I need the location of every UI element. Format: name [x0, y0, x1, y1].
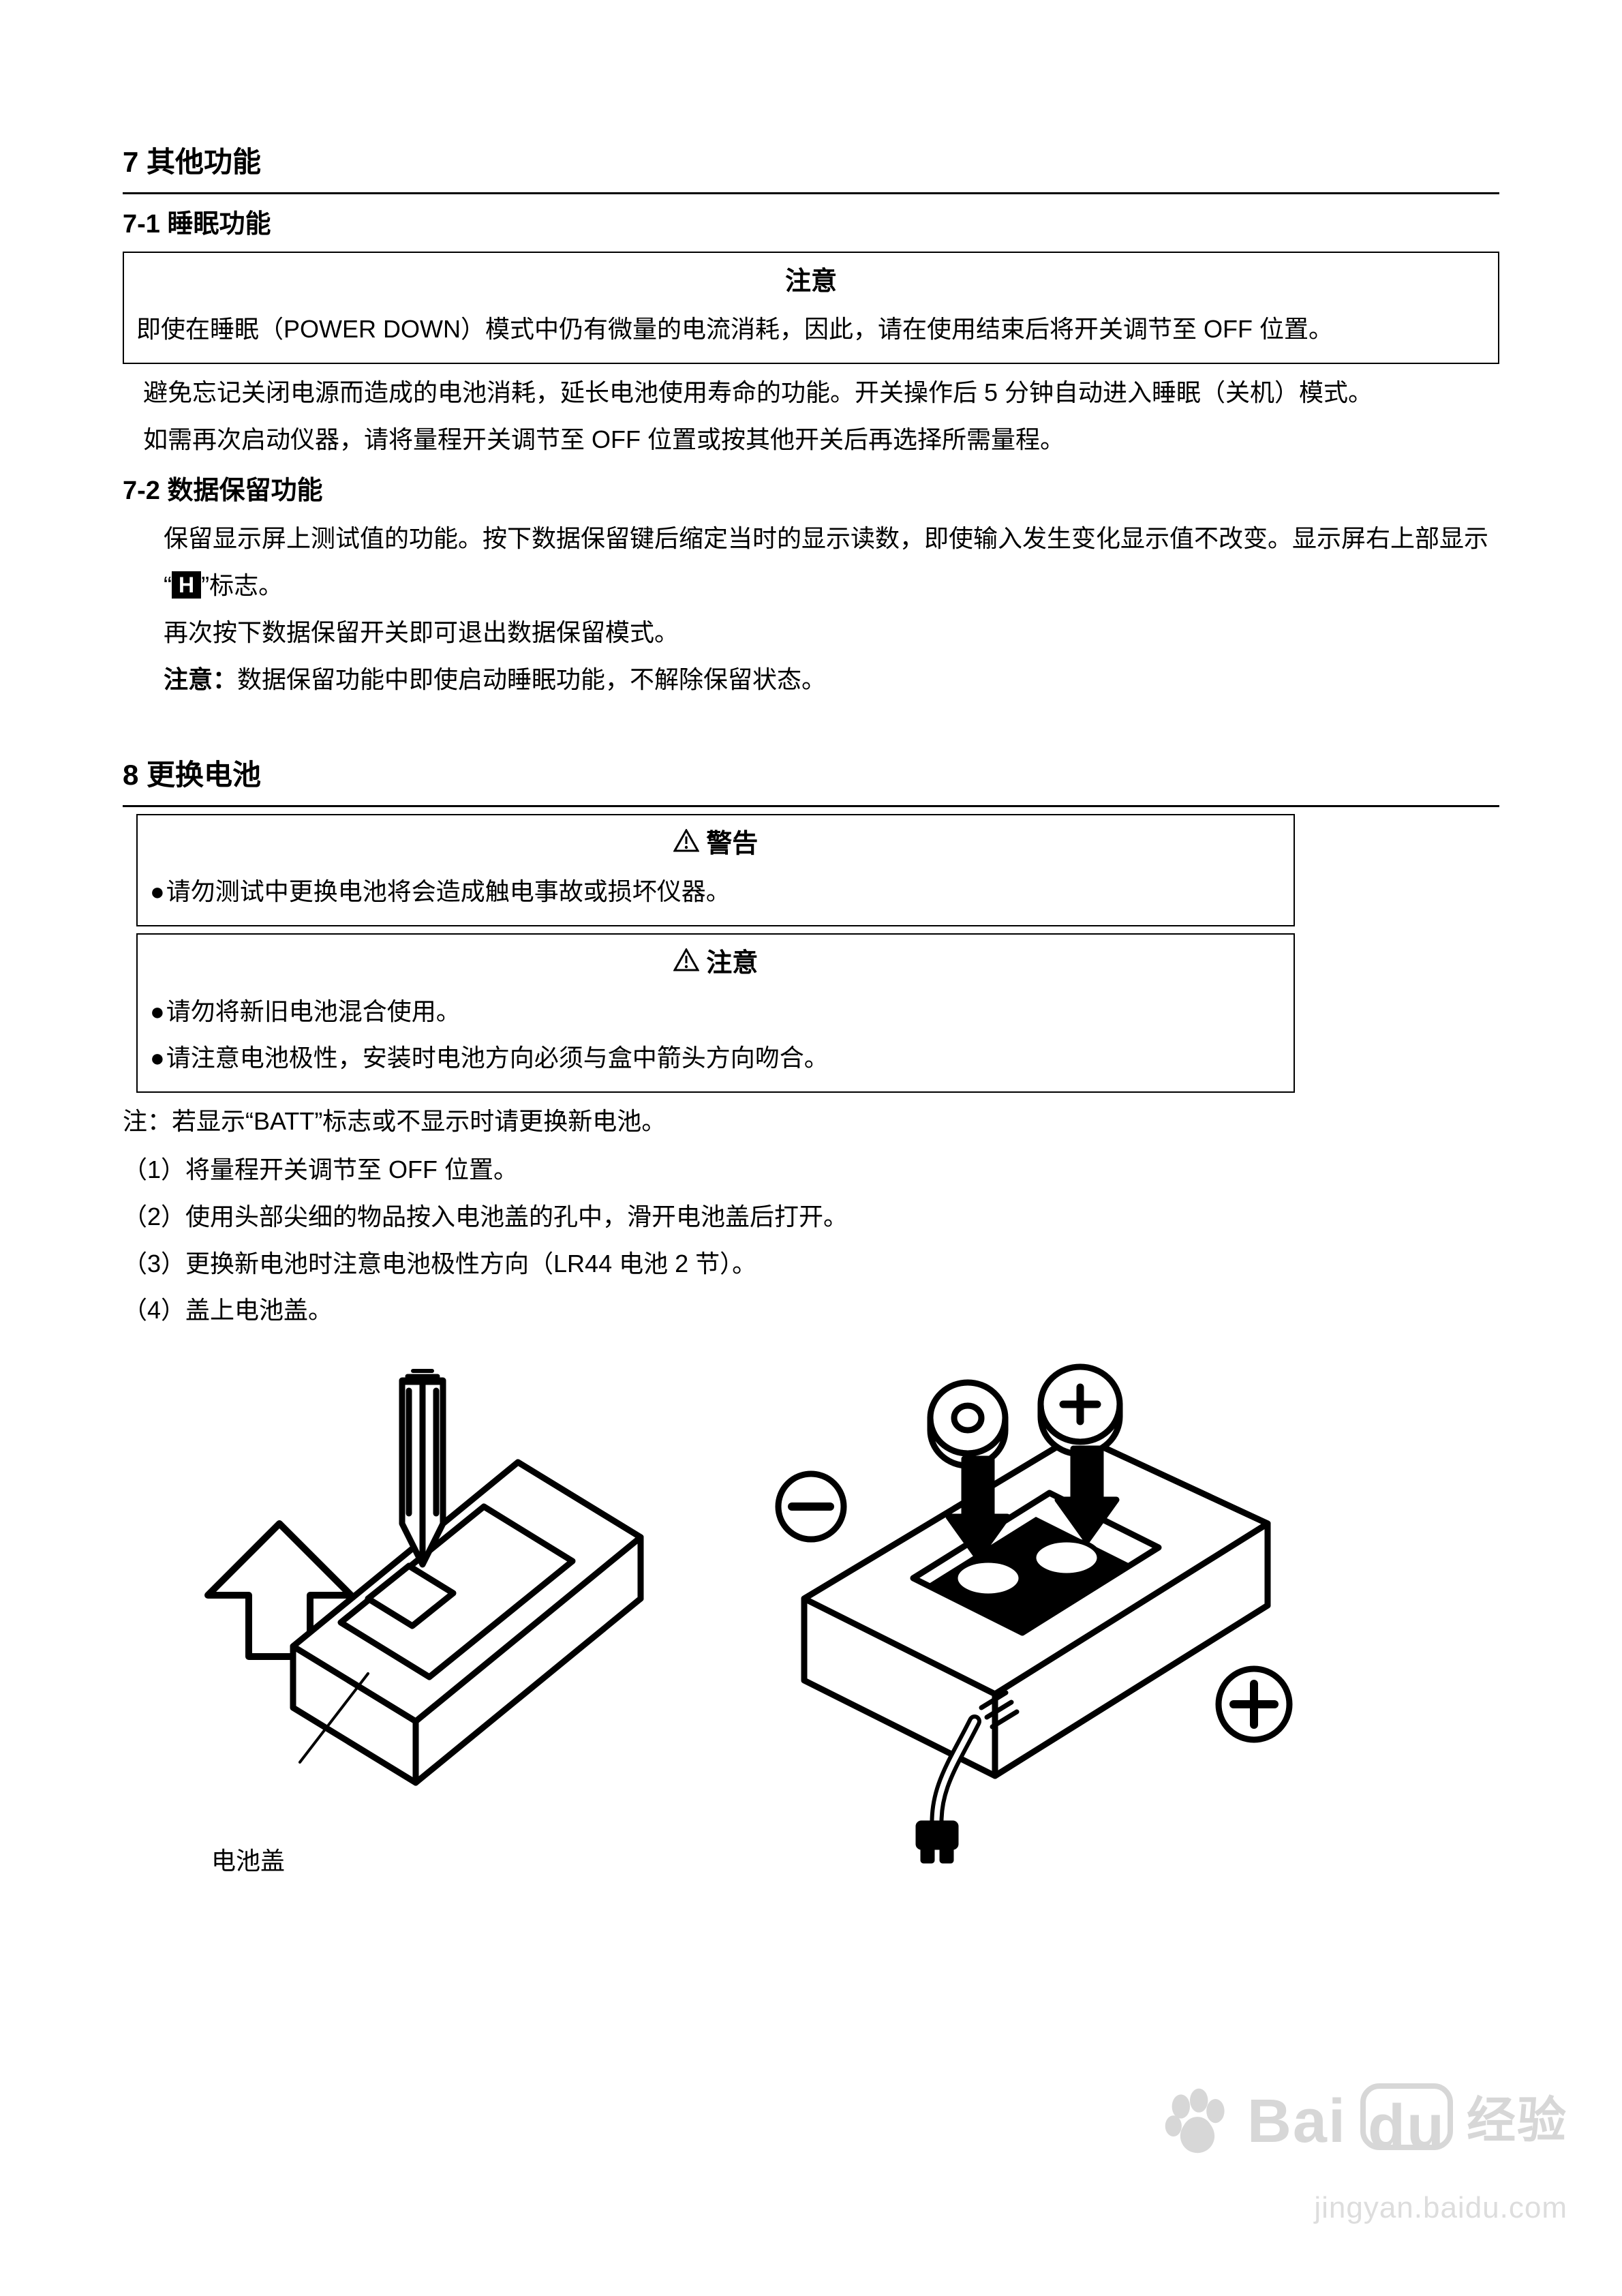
warning-title-row: 警告: [150, 821, 1281, 867]
note-label: 注意：: [164, 665, 237, 693]
quote-close: ”标志。: [201, 571, 283, 599]
step-4: （4）盖上电池盖。: [123, 1288, 1499, 1333]
warning-box: 警告 请勿测试中更换电池将会造成触电事故或损坏仪器。: [136, 814, 1295, 926]
para-7-1-b: 如需再次启动仪器，请将量程开关调节至 OFF 位置或按其他开关后再选择所需量程。: [123, 418, 1499, 462]
illustration-battery-cover: 电池盖: [164, 1353, 654, 1886]
watermark-url: jingyan.baidu.com: [1160, 2181, 1567, 2235]
illustration-caption: 电池盖: [164, 1839, 654, 1884]
notice8-bullet-1: 请勿将新旧电池混合使用。: [150, 990, 1281, 1034]
step-1: （1）将量程开关调节至 OFF 位置。: [123, 1148, 1499, 1192]
notice-title: 注意: [136, 258, 1486, 305]
warning-triangle-icon: [673, 830, 707, 858]
section-7-1-title: 7-1 睡眠功能: [123, 201, 1499, 247]
notice8-title-row: 注意: [150, 940, 1281, 986]
para-7-2-a: 保留显示屏上测试值的功能。按下数据保留键后缩定当时的显示读数，即使输入发生变化显…: [123, 517, 1499, 561]
watermark: Bai du 经验 jingyan.baidu.com: [1160, 2066, 1567, 2235]
quote-open: “: [164, 571, 172, 599]
para-7-2-c: 再次按下数据保留开关即可退出数据保留模式。: [123, 611, 1499, 655]
section-7-title: 7 其他功能: [123, 136, 1499, 194]
notice-box-7-1: 注意 即使在睡眠（POWER DOWN）模式中仍有微量的电流消耗，因此，请在使用…: [123, 252, 1499, 364]
watermark-brand2: du: [1359, 2072, 1454, 2182]
note-body: 数据保留功能中即使启动睡眠功能，不解除保留状态。: [237, 665, 826, 693]
section-8-title: 8 更换电池: [123, 749, 1499, 807]
notice-box-8: 注意 请勿将新旧电池混合使用。 请注意电池极性，安装时电池方向必须与盒中箭头方向…: [136, 933, 1295, 1093]
para-7-1-a: 避免忘记关闭电源而造成的电池消耗，延长电池使用寿命的功能。开关操作后 5 分钟自…: [123, 371, 1499, 415]
notice-triangle-icon: [673, 949, 707, 978]
watermark-label: 经验: [1467, 2077, 1567, 2166]
watermark-brand: Bai: [1247, 2066, 1347, 2177]
notice-body: 即使在睡眠（POWER DOWN）模式中仍有微量的电流消耗，因此，请在使用结束后…: [136, 307, 1486, 352]
para-7-2-d: 注意：数据保留功能中即使启动睡眠功能，不解除保留状态。: [123, 658, 1499, 702]
notice8-title: 注意: [706, 949, 758, 978]
notice8-bullet-2: 请注意电池极性，安装时电池方向必须与盒中箭头方向吻合。: [150, 1036, 1281, 1081]
batt-note: 注：若显示“BATT”标志或不显示时请更换新电池。: [123, 1100, 1499, 1144]
warning-bullet-1: 请勿测试中更换电池将会造成触电事故或损坏仪器。: [150, 870, 1281, 914]
para-7-2-b: “H”标志。: [123, 564, 1499, 608]
hold-badge-icon: H: [172, 571, 201, 599]
baidu-paw-icon: [1160, 2084, 1235, 2159]
section-7-2-title: 7-2 数据保留功能: [123, 468, 1499, 514]
warning-title: 警告: [706, 830, 758, 858]
illustration-battery-polarity: [695, 1353, 1295, 1886]
step-3: （3）更换新电池时注意电池极性方向（LR44 电池 2 节）。: [123, 1242, 1499, 1286]
step-2: （2）使用头部尖细的物品按入电池盖的孔中，滑开电池盖后打开。: [123, 1195, 1499, 1239]
